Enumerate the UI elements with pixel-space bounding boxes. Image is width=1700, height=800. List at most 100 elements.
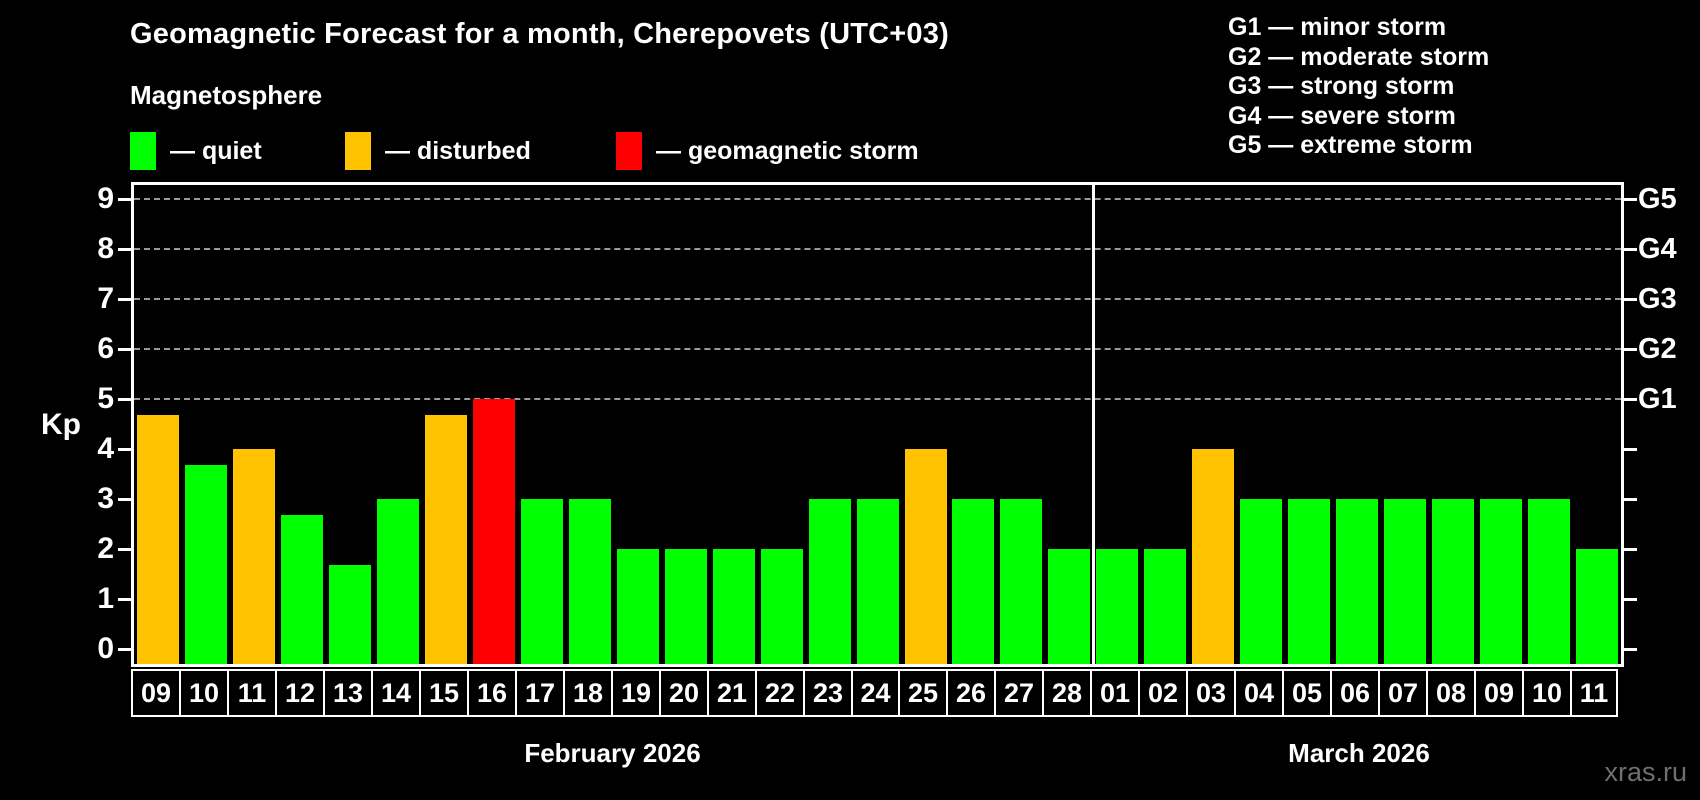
y-axis-label: 2 (97, 532, 114, 565)
y-axis-tick-right (1624, 498, 1637, 501)
y-axis-tick-right (1624, 548, 1637, 551)
day-label: 28 (1042, 669, 1092, 717)
kp-bar (232, 449, 275, 664)
gridline-kp6 (134, 348, 1621, 350)
day-label: 08 (1426, 669, 1476, 717)
kp-bar (472, 399, 515, 664)
g-axis-label: G4 (1638, 233, 1677, 265)
y-axis-tick-left (118, 548, 131, 551)
day-label: 11 (1570, 669, 1618, 717)
day-label: 10 (1522, 669, 1572, 717)
day-label: 02 (1138, 669, 1188, 717)
day-label: 11 (227, 669, 277, 717)
legend-storm-label: — geomagnetic storm (656, 136, 919, 165)
day-label: 21 (707, 669, 757, 717)
y-axis-tick-left (118, 348, 131, 351)
y-axis-label: 3 (97, 482, 114, 515)
kp-bar (1240, 499, 1283, 664)
kp-bar (904, 449, 947, 664)
day-label: 13 (323, 669, 373, 717)
day-label: 22 (755, 669, 805, 717)
y-axis-label: 0 (97, 632, 114, 665)
month-separator (1092, 185, 1095, 664)
gridline-kp9 (134, 198, 1621, 200)
kp-bar (1192, 449, 1235, 664)
y-axis-tick-right (1624, 398, 1637, 401)
day-label: 06 (1330, 669, 1380, 717)
g4-legend-line: G4 — severe storm (1228, 101, 1456, 130)
day-label: 01 (1090, 669, 1140, 717)
g-axis-label: G3 (1638, 283, 1677, 315)
y-axis-title: Kp (41, 408, 81, 441)
storm-color-swatch (616, 132, 642, 170)
kp-bar (616, 549, 659, 664)
y-axis-tick-right (1624, 348, 1637, 351)
kp-bar (712, 549, 755, 664)
quiet-color-swatch (130, 132, 156, 170)
y-axis-tick-left (118, 648, 131, 651)
day-label: 25 (898, 669, 948, 717)
legend-quiet-label: — quiet (170, 136, 262, 165)
kp-bar (280, 515, 323, 664)
kp-bar (1384, 499, 1427, 664)
y-axis-tick-left (118, 398, 131, 401)
legend-disturbed-label: — disturbed (385, 136, 531, 165)
y-axis-tick-left (118, 198, 131, 201)
day-label: 05 (1282, 669, 1332, 717)
day-label: 16 (467, 669, 517, 717)
y-axis-label: 5 (97, 382, 114, 415)
gridline-kp5 (134, 398, 1621, 400)
y-axis-tick-left (118, 598, 131, 601)
day-label: 19 (611, 669, 661, 717)
day-label: 03 (1186, 669, 1236, 717)
kp-bar (376, 499, 419, 664)
y-axis-tick-right (1624, 198, 1637, 201)
day-label: 09 (131, 669, 181, 717)
kp-bar (760, 549, 803, 664)
gridline-kp7 (134, 298, 1621, 300)
kp-bar (952, 499, 995, 664)
day-label: 04 (1234, 669, 1284, 717)
day-label: 10 (179, 669, 229, 717)
y-axis-label: 6 (97, 332, 114, 365)
legend-item-disturbed: — disturbed (345, 131, 531, 171)
g-axis-label: G2 (1638, 333, 1677, 365)
kp-bar (520, 499, 563, 664)
g-axis-label: G1 (1638, 383, 1677, 415)
y-axis-tick-left (118, 448, 131, 451)
day-label: 17 (515, 669, 565, 717)
chart-subtitle: Magnetosphere (130, 80, 323, 110)
y-axis-tick-right (1624, 598, 1637, 601)
kp-bar (808, 499, 851, 664)
day-label: 09 (1474, 669, 1524, 717)
y-axis-tick-right (1624, 648, 1637, 651)
month-label-march: March 2026 (1288, 738, 1430, 768)
g-scale-legend: G1 — minor storm G2 — moderate storm G3 … (1228, 13, 1489, 161)
legend-item-storm: — geomagnetic storm (616, 131, 919, 171)
y-axis-label: 9 (97, 182, 114, 215)
y-axis-tick-left (118, 498, 131, 501)
kp-bar (328, 565, 371, 664)
gridline-kp8 (134, 248, 1621, 250)
day-label: 12 (275, 669, 325, 717)
kp-bar (1528, 499, 1570, 664)
kp-bar (1480, 499, 1523, 664)
kp-bar (1432, 499, 1475, 664)
month-label-february: February 2026 (524, 738, 701, 768)
day-label: 20 (659, 669, 709, 717)
kp-bar (1096, 549, 1139, 664)
kp-bar (424, 415, 467, 664)
day-label: 14 (371, 669, 421, 717)
y-axis-tick-left (118, 248, 131, 251)
kp-bar (137, 415, 179, 664)
disturbed-color-swatch (345, 132, 371, 170)
y-axis-label: 1 (97, 582, 114, 615)
g2-legend-line: G2 — moderate storm (1228, 42, 1490, 71)
day-label: 18 (563, 669, 613, 717)
g5-legend-line: G5 — extreme storm (1228, 131, 1473, 159)
day-label: 15 (419, 669, 469, 717)
y-axis-tick-right (1624, 448, 1637, 451)
kp-bar (1048, 549, 1091, 664)
day-label: 24 (851, 669, 900, 717)
kp-bar (185, 465, 227, 664)
